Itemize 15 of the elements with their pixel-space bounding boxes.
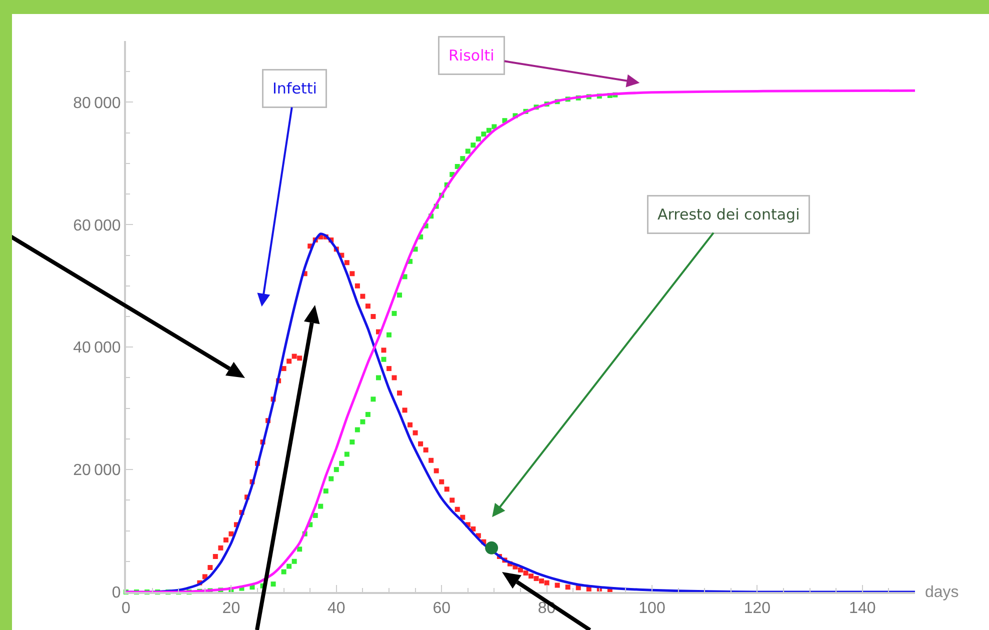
y-tick-label: 40 000 bbox=[73, 340, 121, 357]
x-tick-label: 120 bbox=[744, 600, 771, 618]
x-tick-label: 100 bbox=[638, 600, 666, 618]
x-tick-label: 20 bbox=[222, 600, 240, 618]
annotation: Arresto dei contagi bbox=[658, 206, 800, 224]
x-tick-label: 60 bbox=[432, 600, 451, 618]
y-tick-label: 20 000 bbox=[73, 462, 121, 480]
x-tick-label: 40 bbox=[328, 600, 346, 618]
annotation: Risolti bbox=[448, 46, 494, 64]
annotation: Infetti bbox=[272, 80, 317, 98]
x-tick-label: 140 bbox=[849, 600, 876, 618]
x-axis-title: days bbox=[925, 584, 959, 601]
y-tick-label: 60 000 bbox=[73, 217, 121, 234]
y-tick-label: 0 bbox=[112, 584, 121, 602]
y-tick-label: 80 000 bbox=[73, 94, 121, 112]
